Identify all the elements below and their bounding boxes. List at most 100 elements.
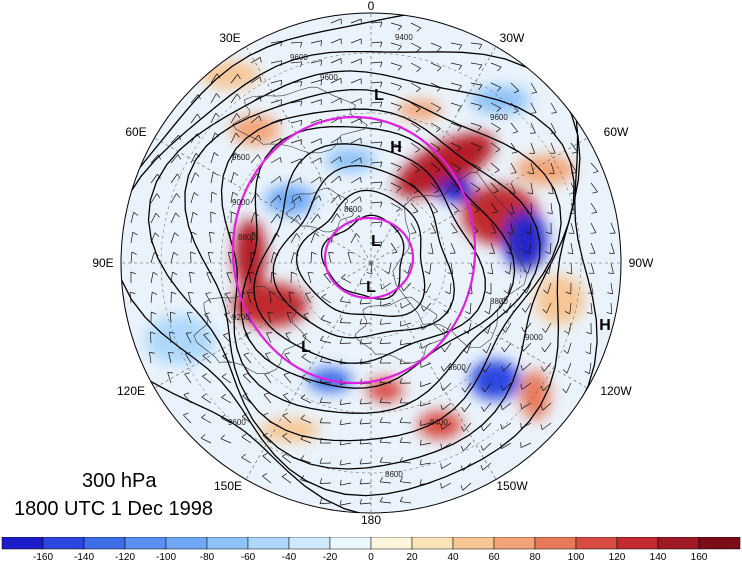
wind-barb (450, 182, 461, 193)
wind-barb (350, 58, 362, 65)
longitude-label: 0 (368, 0, 375, 13)
wind-barb (221, 393, 232, 404)
wind-barb (510, 102, 519, 114)
wind-barb (350, 177, 362, 184)
wind-barb (379, 357, 392, 364)
anomaly-blob (260, 418, 320, 442)
wind-barb (170, 154, 181, 164)
colorbar-box (411, 537, 454, 550)
wind-barb (586, 302, 593, 315)
wind-barb (210, 112, 220, 124)
wind-barb (230, 132, 240, 144)
wind-barb (441, 342, 452, 353)
wind-barb (440, 422, 452, 430)
wind-barb (410, 102, 421, 113)
wind-barb (586, 322, 592, 335)
wind-barb (490, 102, 501, 112)
wind-barb (470, 142, 482, 152)
wind-barb (420, 381, 432, 387)
wind-barb (543, 282, 552, 294)
colorbar-tick-label: -100 (156, 552, 176, 561)
coastline (392, 172, 528, 348)
wind-barb (230, 74, 241, 84)
wind-barb (461, 382, 472, 393)
wind-barb (281, 473, 292, 484)
wind-barb (220, 434, 232, 444)
wind-barb (370, 161, 383, 168)
colorbar-box (698, 537, 741, 550)
wind-barb (450, 222, 458, 234)
wind-barb (243, 352, 252, 364)
longitude-label: 90E (92, 256, 113, 270)
wind-barb (379, 397, 392, 404)
wind-barb (541, 342, 552, 353)
contour-label: 9600 (320, 73, 338, 82)
wind-barb (430, 42, 442, 52)
wind-barb (410, 22, 422, 32)
wind-barb (570, 142, 578, 154)
wind-barb (282, 453, 292, 464)
wind-barb (190, 251, 196, 264)
wind-barb (529, 142, 536, 154)
colorbar-box (616, 537, 659, 550)
wind-barb (430, 162, 440, 173)
wind-barb (210, 152, 219, 164)
colorbar-tick-label: 140 (650, 552, 667, 561)
wind-barb (230, 211, 237, 224)
wind-barb (390, 242, 398, 254)
wind-barb (190, 172, 200, 184)
colorbar-box (206, 537, 249, 550)
longitude-label: 60E (125, 125, 146, 139)
latitude-circles (231, 115, 477, 385)
wind-barb (300, 455, 312, 464)
longitude-labels: 0 30W 60W 90W 120W 150W 180 150E 120E 90E 60E 30E (92, 0, 654, 527)
wind-barb (319, 397, 332, 404)
wind-barb (283, 392, 292, 404)
colorbar-tick-label: 40 (447, 552, 459, 561)
wind-barbs (129, 18, 616, 506)
longitude-label: 90W (629, 256, 654, 270)
wind-barb (430, 222, 437, 234)
wind-barb (607, 282, 613, 295)
longitude-label: 150E (214, 479, 242, 493)
wind-barb (350, 38, 362, 45)
wind-barb (565, 282, 572, 295)
wind-barb (187, 292, 194, 304)
parallel-circle (295, 187, 447, 339)
wind-barb (330, 77, 342, 84)
contour-label: 8600 (344, 205, 362, 214)
wind-barb (167, 372, 174, 384)
wind-barb (500, 402, 512, 411)
wind-barb (150, 154, 161, 164)
outer-latitude-circle (231, 115, 477, 385)
wind-barb (230, 172, 239, 184)
wind-barb (130, 271, 137, 284)
wind-barb (410, 142, 421, 153)
wind-barb (490, 202, 498, 214)
height-contour (295, 189, 426, 317)
pressure-center-low-near-pole: L (371, 233, 381, 250)
anomaly-blob (200, 61, 260, 89)
wind-barb (330, 156, 342, 164)
wind-barb (390, 82, 402, 91)
wind-barb (449, 242, 456, 254)
wind-barb (484, 302, 492, 315)
wind-barb (546, 222, 552, 235)
wind-barb (410, 202, 419, 214)
anomaly-blob (515, 155, 575, 185)
anomaly-blob (418, 411, 462, 439)
longitude-label: 30E (219, 31, 240, 45)
colorbar-tick-label: 100 (568, 552, 585, 561)
wind-barb (210, 171, 218, 184)
parallel-circle (220, 112, 522, 414)
wind-barb (242, 372, 252, 384)
wind-barb (270, 99, 282, 106)
wind-barb (350, 196, 362, 204)
wind-barb (190, 211, 198, 224)
height-contour (121, 13, 598, 513)
wind-barb (266, 332, 272, 344)
wind-barb (205, 292, 212, 304)
wind-barb (310, 251, 317, 264)
wind-barb (567, 242, 574, 255)
pressure-centers: L L L L H H (301, 87, 611, 356)
